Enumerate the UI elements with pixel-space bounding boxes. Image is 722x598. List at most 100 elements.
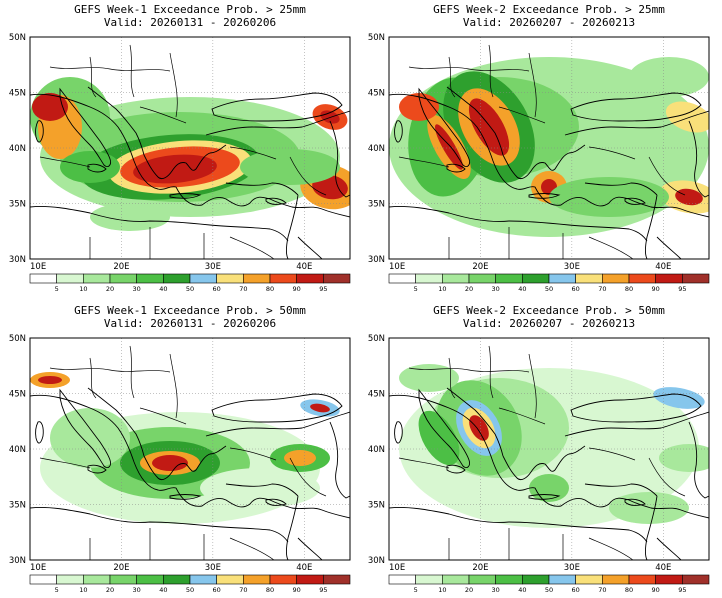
colorbar-swatch — [468, 574, 496, 585]
colorbar-label: 50 — [186, 285, 194, 293]
colorbar-swatch — [136, 574, 164, 585]
colorbar-swatch — [575, 574, 603, 585]
colorbar-label: 50 — [186, 586, 194, 594]
lon-tick-label: 10E — [30, 563, 46, 573]
colorbar-swatch — [628, 574, 656, 585]
colorbar-swatch — [495, 574, 523, 585]
probability-contour — [469, 415, 489, 441]
lon-tick-label: 40E — [296, 563, 312, 573]
colorbar-label: 90 — [293, 285, 301, 293]
map-panel-2: GEFS Week-2 Exceedance Prob. > 25mmValid… — [368, 3, 710, 293]
colorbar-swatch — [243, 574, 271, 585]
colorbar-label: 30 — [133, 586, 141, 594]
colorbar-label: 60 — [213, 586, 221, 594]
colorbar-label: 95 — [319, 285, 327, 293]
map-area — [29, 337, 351, 561]
lon-tick-label: 20E — [472, 262, 488, 272]
colorbar-swatch — [628, 273, 656, 284]
colorbar: 5 10 20 30 40 50 60 70 80 90 95 — [388, 273, 710, 293]
colorbar-swatch — [522, 574, 550, 585]
colorbar-swatch — [323, 273, 351, 284]
lat-tick-label: 30N — [9, 556, 26, 566]
colorbar-label: 90 — [652, 586, 660, 594]
colorbar-label: 10 — [79, 285, 87, 293]
lat-tick-label: 50N — [368, 334, 385, 344]
colorbar-label: 40 — [159, 285, 167, 293]
probability-contour — [399, 364, 459, 392]
colorbar-swatch — [29, 574, 57, 585]
lat-tick-label: 50N — [368, 33, 385, 43]
lon-tick-label: 10E — [389, 563, 405, 573]
colorbar-label: 40 — [518, 586, 526, 594]
probability-contour — [284, 450, 316, 466]
colorbar-label: 20 — [465, 586, 473, 594]
probability-contour — [609, 492, 689, 524]
colorbar-swatch — [548, 574, 576, 585]
colorbar-swatch — [682, 574, 710, 585]
colorbar-label: 40 — [518, 285, 526, 293]
lat-tick-label: 45N — [9, 89, 26, 99]
colorbar-label: 70 — [239, 586, 247, 594]
lon-tick-label: 40E — [655, 563, 671, 573]
panel-title: GEFS Week-2 Exceedance Prob. > 25mm — [433, 3, 665, 16]
colorbar-label: 90 — [652, 285, 660, 293]
colorbar-label: 30 — [492, 285, 500, 293]
colorbar-label: 50 — [545, 586, 553, 594]
colorbar-label: 50 — [545, 285, 553, 293]
colorbar-label: 30 — [133, 285, 141, 293]
map-panel-4: GEFS Week-2 Exceedance Prob. > 50mmValid… — [368, 304, 710, 594]
colorbar-label: 60 — [572, 586, 580, 594]
colorbar: 5 10 20 30 40 50 60 70 80 90 95 — [388, 574, 710, 594]
probability-contour — [629, 57, 709, 97]
lat-tick-label: 40N — [9, 144, 26, 154]
lat-tick-label: 40N — [9, 445, 26, 455]
lon-tick-label: 30E — [564, 563, 580, 573]
lat-tick-label: 50N — [9, 33, 26, 43]
colorbar-label: 95 — [678, 285, 686, 293]
colorbar-swatch — [442, 574, 470, 585]
map-panel-1: GEFS Week-1 Exceedance Prob. > 25mmValid… — [9, 3, 351, 293]
lat-tick-label: 35N — [9, 501, 26, 511]
map-area — [388, 337, 710, 561]
colorbar-swatch — [602, 574, 630, 585]
map-panel-3: GEFS Week-1 Exceedance Prob. > 50mmValid… — [9, 304, 351, 594]
colorbar-label: 5 — [55, 586, 59, 594]
colorbar: 5 10 20 30 40 50 60 70 80 90 95 — [29, 574, 351, 594]
colorbar-swatch — [575, 273, 603, 284]
colorbar-swatch — [522, 273, 550, 284]
lat-tick-label: 45N — [9, 390, 26, 400]
colorbar-swatch — [296, 574, 324, 585]
lat-tick-label: 50N — [9, 334, 26, 344]
probability-contour — [418, 410, 460, 466]
colorbar-swatch — [83, 574, 111, 585]
colorbar-label: 90 — [293, 586, 301, 594]
colorbar-swatch — [83, 273, 111, 284]
colorbar-swatch — [388, 273, 416, 284]
panel-valid-dates: Valid: 20260207 - 20260213 — [463, 317, 635, 330]
colorbar-label: 80 — [625, 586, 633, 594]
colorbar-swatch — [29, 273, 57, 284]
probability-contour — [200, 468, 320, 508]
colorbar-swatch — [136, 273, 164, 284]
lat-tick-label: 45N — [368, 89, 385, 99]
colorbar: 5 10 20 30 40 50 60 70 80 90 95 — [29, 273, 351, 293]
probability-contour — [665, 101, 709, 133]
colorbar-swatch — [269, 574, 297, 585]
colorbar-swatch — [442, 273, 470, 284]
colorbar-label: 70 — [598, 285, 606, 293]
probability-contour — [549, 177, 669, 217]
lon-tick-label: 10E — [389, 262, 405, 272]
colorbar-swatch — [56, 273, 84, 284]
lat-tick-label: 40N — [368, 445, 385, 455]
colorbar-label: 95 — [319, 586, 327, 594]
colorbar-swatch — [655, 574, 683, 585]
colorbar-label: 80 — [266, 285, 274, 293]
panel-title: GEFS Week-2 Exceedance Prob. > 50mm — [433, 304, 665, 317]
colorbar-label: 30 — [492, 586, 500, 594]
lat-tick-label: 45N — [368, 390, 385, 400]
colorbar-swatch — [495, 273, 523, 284]
colorbar-label: 20 — [106, 285, 114, 293]
colorbar-swatch — [269, 273, 297, 284]
probability-contour — [659, 444, 709, 472]
